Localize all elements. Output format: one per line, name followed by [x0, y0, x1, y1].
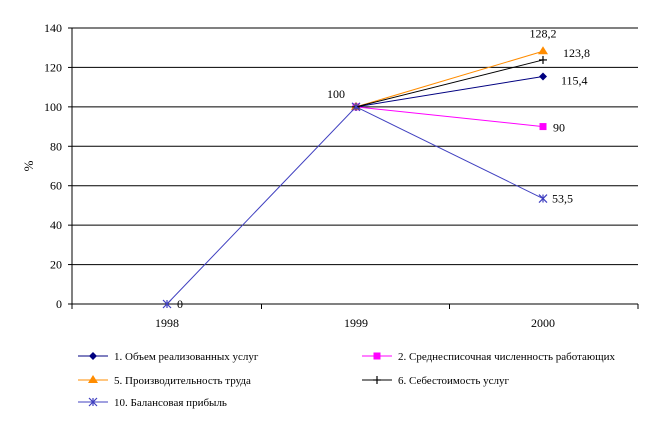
marker-diamond: [89, 352, 97, 360]
plot-area: 0 20 40 60 80 100 120 140 1998 1999 2000% 115,4 90 12…: [21, 21, 639, 330]
y-tick-label: 80: [50, 139, 62, 153]
marker-triangle: [538, 46, 548, 55]
y-axis-label: %: [21, 160, 36, 171]
legend: 1. Объем реализованных услуг 2. Среднеспи…: [78, 351, 615, 409]
series-line: [355, 76, 544, 108]
legend-entry: 5. Производительность труда: [78, 375, 251, 387]
marker-square: [373, 352, 381, 360]
legend-label: 10. Балансовая прибыль: [114, 397, 227, 409]
series-line: [355, 59, 544, 108]
data-label: 0: [177, 297, 183, 311]
y-tick-label: 20: [50, 258, 62, 272]
marker-diamond: [539, 72, 547, 81]
y-tick-label: 120: [44, 60, 62, 74]
data-label: 90: [553, 121, 565, 135]
x-tick-label: 1998: [155, 316, 179, 330]
legend-entry: 10. Балансовая прибыль: [78, 397, 227, 409]
legend-label: 2. Среднесписочная численность работающи…: [398, 351, 615, 363]
marker-square: [539, 123, 547, 131]
series-1: [352, 72, 547, 111]
data-label: 123,8: [563, 46, 590, 60]
y-tick-label: 60: [50, 179, 62, 193]
series-line: [166, 106, 544, 305]
data-label: 128,2: [530, 26, 557, 40]
series-5: [162, 102, 548, 309]
y-tick-label: 40: [50, 218, 62, 232]
legend-entry: 2. Среднесписочная численность работающи…: [362, 351, 615, 363]
y-tick-label: 100: [44, 100, 62, 114]
x-tick-label: 1999: [344, 316, 368, 330]
legend-entry: 6. Себестоимость услуг: [362, 375, 509, 387]
legend-label: 1. Объем реализованных услуг: [114, 351, 259, 363]
marker-triangle: [88, 375, 98, 383]
x-tick-label: 2000: [531, 316, 555, 330]
series-2: [352, 103, 547, 131]
y-tick-label: 140: [44, 21, 62, 35]
legend-label: 5. Производительность труда: [114, 375, 251, 387]
y-tick-label: 0: [56, 297, 62, 311]
series-line: [355, 106, 544, 128]
series-line: [355, 50, 544, 108]
data-label: 115,4: [561, 73, 588, 87]
data-label: 53,5: [552, 192, 573, 206]
data-label: 100: [327, 87, 345, 101]
legend-entry: 1. Объем реализованных услуг: [78, 351, 259, 363]
legend-label: 6. Себестоимость услуг: [398, 375, 509, 387]
